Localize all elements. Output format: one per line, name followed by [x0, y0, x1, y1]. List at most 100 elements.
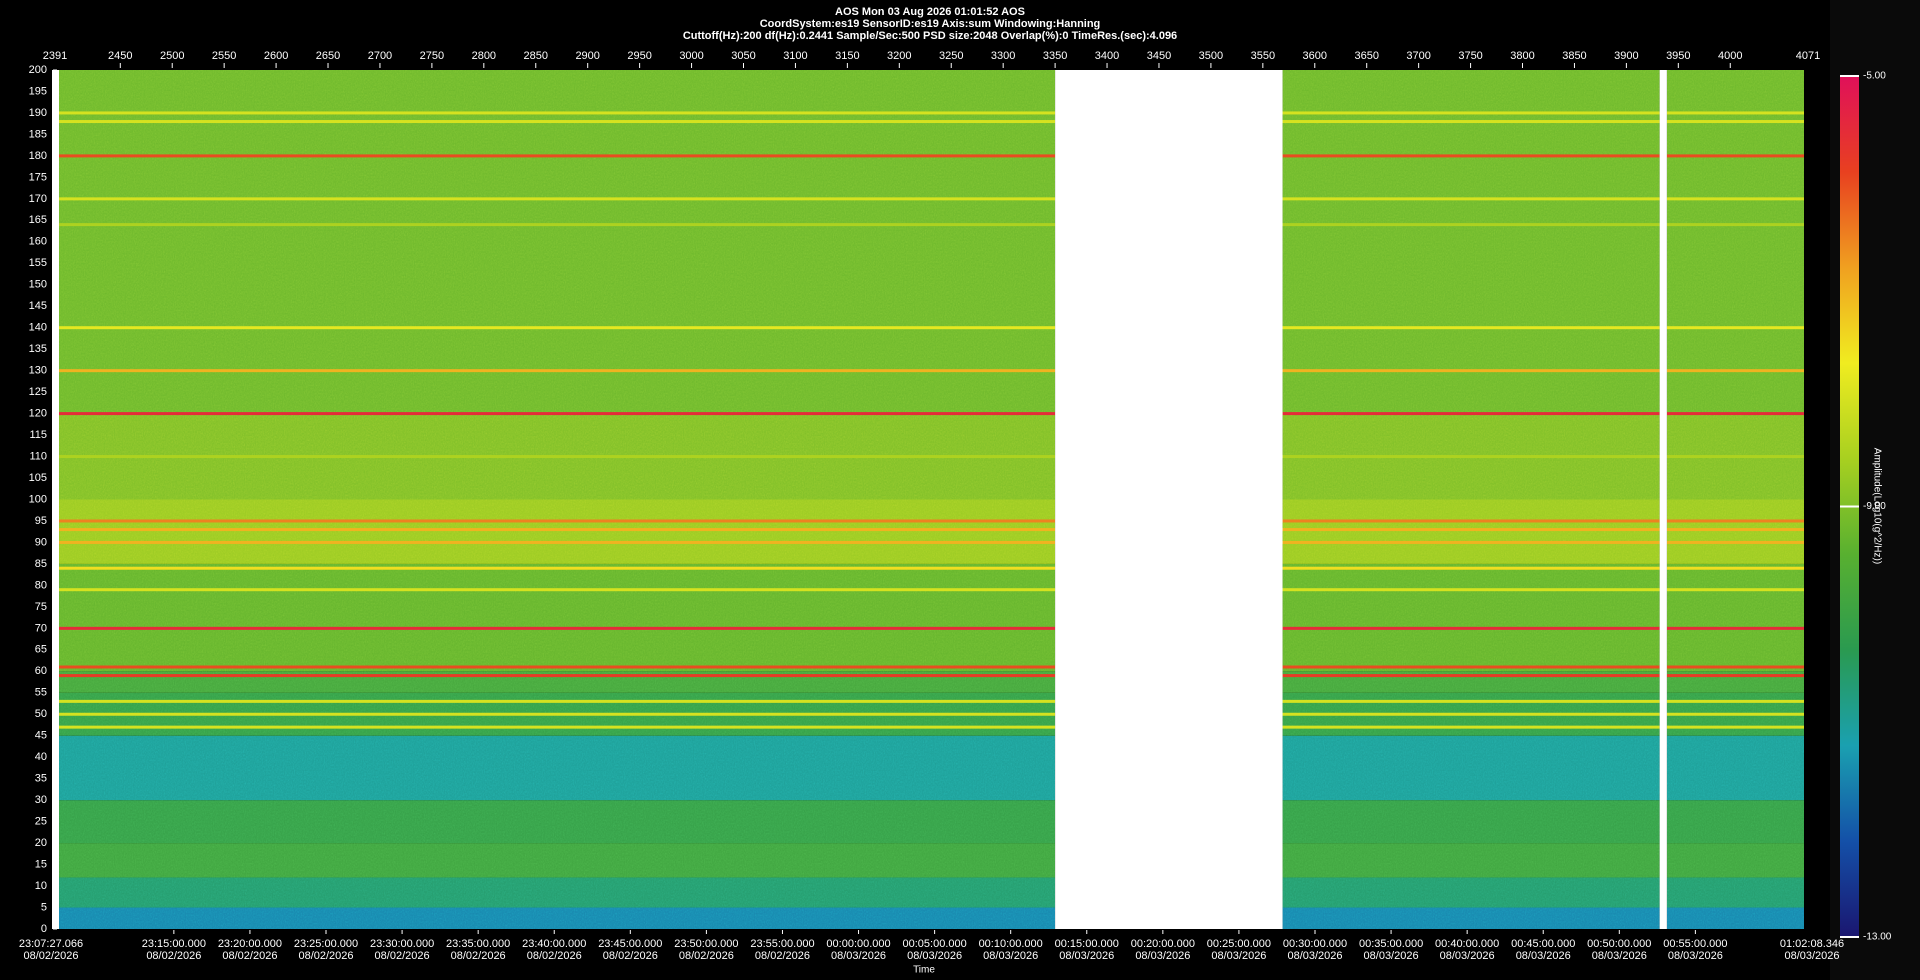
x-tick-label: 3550 — [1251, 50, 1275, 62]
tone-line — [1666, 326, 1804, 330]
time-tick-label: 23:40:00.000 — [522, 938, 586, 950]
tone-line — [1666, 665, 1804, 669]
x-tick-label: 3450 — [1147, 50, 1171, 62]
x-tick-label: 3950 — [1666, 50, 1690, 62]
date-tick-label: 08/03/2026 — [1211, 950, 1266, 962]
y-tick-label: 135 — [29, 343, 47, 355]
tone-line — [59, 120, 1056, 124]
tone-line — [1666, 111, 1804, 115]
colorbar-tick-label: -9.00 — [1863, 501, 1886, 512]
time-tick-label: 23:30:00.000 — [370, 938, 434, 950]
y-tick-label: 20 — [35, 837, 47, 849]
date-tick-label: 08/03/2026 — [1516, 950, 1571, 962]
y-tick-label: 75 — [35, 601, 47, 613]
y-tick-label: 40 — [35, 751, 47, 763]
tone-line — [59, 223, 1056, 227]
tone-line — [1282, 566, 1660, 570]
tone-line — [1666, 699, 1804, 703]
tone-line — [1282, 369, 1660, 373]
date-tick-label: 08/02/2026 — [451, 950, 506, 962]
tone-line — [59, 665, 1056, 669]
x-tick-label: 3850 — [1562, 50, 1586, 62]
tone-line — [59, 528, 1056, 532]
tone-line — [59, 626, 1056, 630]
tone-line — [1666, 223, 1804, 227]
tone-line — [1282, 674, 1660, 678]
x2-axis-label: Time — [913, 965, 935, 976]
time-tick-label: 23:55:00.000 — [750, 938, 814, 950]
tone-line — [1282, 120, 1660, 124]
tone-line — [1282, 540, 1660, 544]
x-tick-label: 2750 — [420, 50, 444, 62]
y-tick-label: 80 — [35, 579, 47, 591]
y-tick-label: 5 — [41, 901, 47, 913]
tone-line — [59, 674, 1056, 678]
date-tick-label: 08/02/2026 — [298, 950, 353, 962]
tone-line — [1666, 455, 1804, 459]
tone-line — [59, 455, 1056, 459]
tone-line — [1282, 712, 1660, 716]
x-tick-label: 3300 — [991, 50, 1015, 62]
tone-line — [59, 369, 1056, 373]
tone-line — [1282, 528, 1660, 532]
time-tick-label: 23:20:00.000 — [218, 938, 282, 950]
tone-line — [1282, 223, 1660, 227]
time-tick-label: 23:07:27.066 — [19, 938, 83, 950]
tone-line — [1666, 369, 1804, 373]
tone-line — [1282, 455, 1660, 459]
x-tick-label: 4071 — [1796, 50, 1820, 62]
y-tick-label: 95 — [35, 515, 47, 527]
y-tick-label: 175 — [29, 171, 47, 183]
y-tick-label: 10 — [35, 880, 47, 892]
date-tick-label: 08/03/2026 — [1440, 950, 1495, 962]
tone-line — [1282, 588, 1660, 592]
x-tick-label: 3200 — [887, 50, 911, 62]
noise-texture — [1282, 70, 1660, 929]
y-tick-label: 150 — [29, 279, 47, 291]
tone-line — [59, 699, 1056, 703]
y-tick-label: 115 — [29, 429, 47, 441]
y-tick-label: 30 — [35, 794, 47, 806]
y-tick-label: 60 — [35, 665, 47, 677]
y-tick-label: 170 — [29, 193, 47, 205]
date-tick-label: 08/03/2026 — [907, 950, 962, 962]
x-tick-label: 3750 — [1458, 50, 1482, 62]
x-tick-label: 3700 — [1406, 50, 1430, 62]
time-tick-label: 00:10:00.000 — [979, 938, 1043, 950]
x-tick-label: 3250 — [939, 50, 963, 62]
y-tick-label: 195 — [29, 85, 47, 97]
tone-line — [1282, 111, 1660, 115]
data-gap — [1659, 70, 1667, 929]
time-tick-label: 23:50:00.000 — [674, 938, 738, 950]
x-tick-label: 4000 — [1718, 50, 1742, 62]
tone-line — [1282, 626, 1660, 630]
x-tick-label: 3000 — [679, 50, 703, 62]
x-tick-label: 3050 — [731, 50, 755, 62]
colorbar-tick-label: -13.00 — [1863, 932, 1892, 943]
date-tick-label: 08/02/2026 — [527, 950, 582, 962]
x-tick-label: 3600 — [1303, 50, 1327, 62]
x-tick-label: 2500 — [160, 50, 184, 62]
time-tick-label: 00:45:00.000 — [1511, 938, 1575, 950]
time-tick-label: 23:35:00.000 — [446, 938, 510, 950]
tone-line — [1666, 540, 1804, 544]
x-tick-label: 2550 — [212, 50, 236, 62]
tone-line — [1282, 519, 1660, 523]
time-tick-label: 01:02:08.346 — [1780, 938, 1844, 950]
tone-line — [1666, 674, 1804, 678]
date-tick-label: 08/03/2026 — [831, 950, 886, 962]
y-tick-label: 130 — [29, 365, 47, 377]
y-tick-label: 105 — [29, 472, 47, 484]
tone-line — [59, 566, 1056, 570]
date-tick-label: 08/03/2026 — [1668, 950, 1723, 962]
noise-texture — [1666, 70, 1804, 929]
tone-line — [59, 588, 1056, 592]
time-tick-label: 00:15:00.000 — [1055, 938, 1119, 950]
y-tick-label: 160 — [29, 236, 47, 248]
colorbar-label: Amplitude(Log10(g^2/Hz)) — [1871, 448, 1882, 564]
date-tick-label: 08/03/2026 — [1287, 950, 1342, 962]
time-tick-label: 23:45:00.000 — [598, 938, 662, 950]
x-tick-label: 2391 — [43, 50, 67, 62]
